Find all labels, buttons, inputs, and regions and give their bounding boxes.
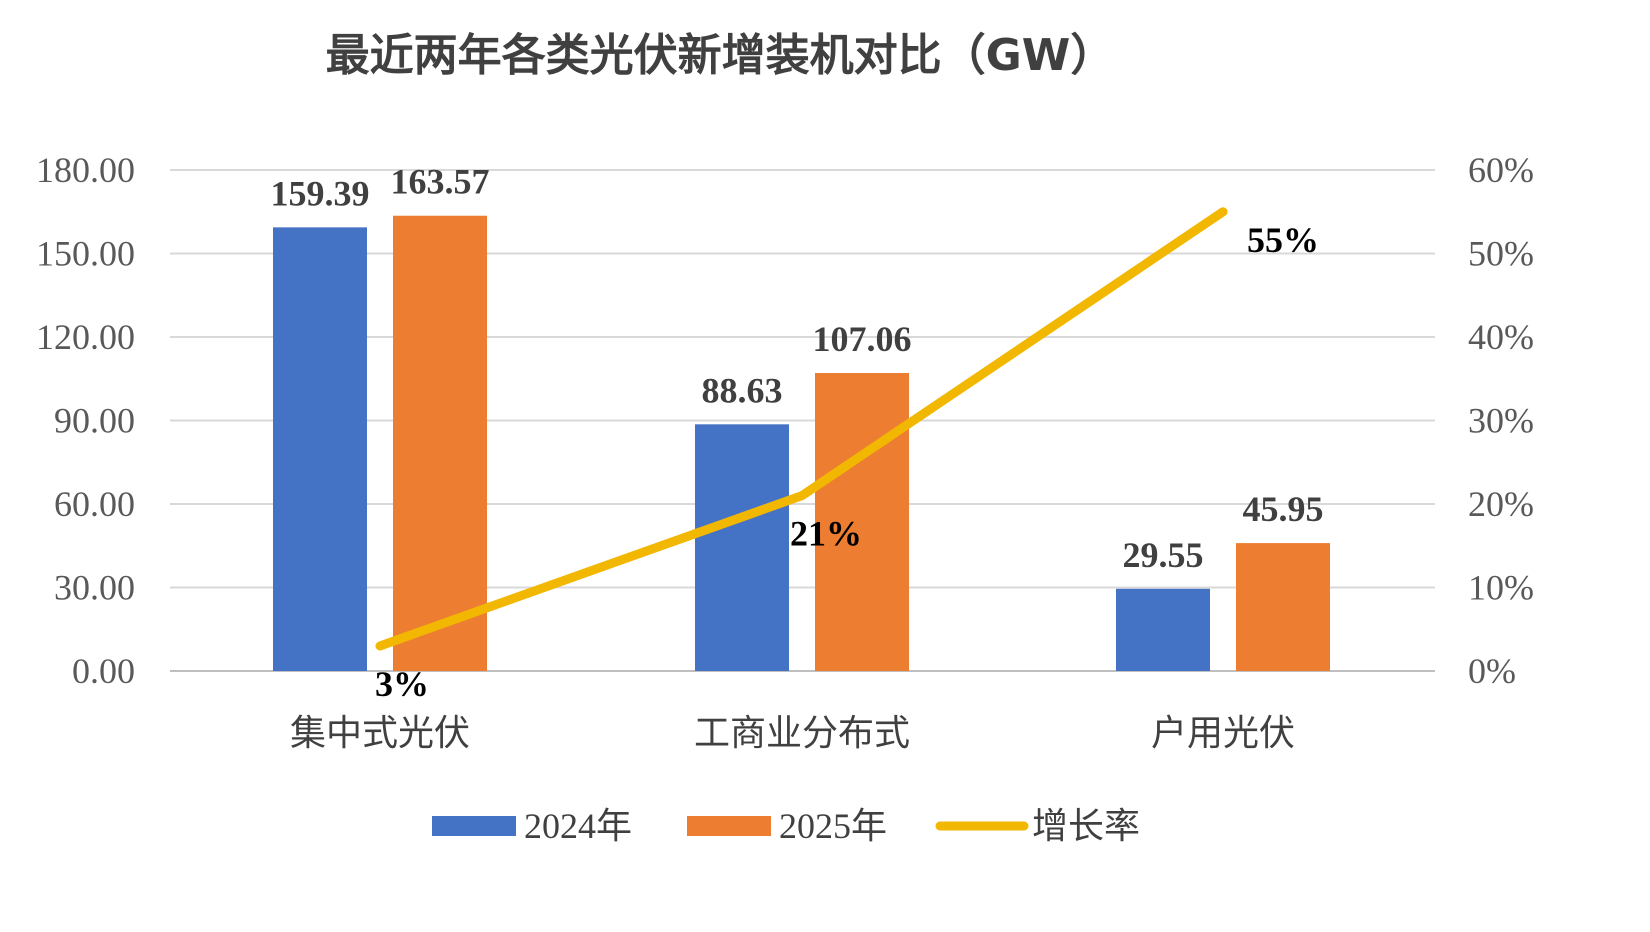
left-tick-label: 180.00	[36, 150, 135, 190]
growth-rate-series	[375, 207, 1228, 651]
right-tick-label: 10%	[1468, 568, 1534, 608]
right-tick-label: 40%	[1468, 317, 1534, 357]
legend-swatch	[432, 816, 516, 836]
legend: 2024年 2025年 增长率	[432, 806, 1140, 846]
bar-2024年	[273, 227, 367, 671]
bar-2025年	[393, 215, 487, 671]
right-tick-label: 60%	[1468, 150, 1534, 190]
bar-data-label: 163.57	[391, 162, 490, 202]
right-tick-label: 30%	[1468, 401, 1534, 441]
right-tick-label: 0%	[1468, 651, 1516, 691]
bar-data-label: 29.55	[1123, 535, 1204, 575]
chart-title: 最近两年各类光伏新增装机对比（GW）	[326, 30, 1115, 81]
category-label: 集中式光伏	[290, 713, 470, 754]
data-labels: 159.39 88.63 29.55 163.57 107.06 45.95 3% 21% 55…	[271, 162, 1324, 704]
left-tick-label: 0.00	[72, 651, 135, 691]
bar-2024年	[695, 424, 789, 671]
left-tick-label: 30.00	[54, 568, 135, 608]
bar-series	[273, 215, 1330, 671]
left-tick-label: 60.00	[54, 484, 135, 524]
growth-rate-line	[375, 207, 1228, 651]
bar-data-label: 88.63	[702, 370, 783, 410]
right-axis-ticks: 0% 10% 20% 30% 40% 50% 60%	[1468, 150, 1534, 691]
legend-swatch	[687, 816, 771, 836]
bar-data-label: 107.06	[813, 319, 912, 359]
left-axis-ticks: 0.00 30.00 60.00 90.00 120.00 150.00 180.00	[36, 150, 135, 691]
right-tick-label: 20%	[1468, 484, 1534, 524]
left-tick-label: 120.00	[36, 317, 135, 357]
category-label: 户用光伏	[1151, 713, 1295, 754]
category-label: 工商业分布式	[694, 713, 910, 754]
legend-label: 2025年	[779, 806, 887, 846]
left-tick-label: 90.00	[54, 401, 135, 441]
bar-data-label: 159.39	[271, 173, 370, 213]
growth-rate-label: 3%	[375, 664, 429, 704]
category-axis: 集中式光伏 工商业分布式 户用光伏	[290, 713, 1295, 754]
growth-rate-label: 21%	[790, 514, 862, 554]
bar-2024年	[1116, 588, 1210, 671]
right-tick-label: 50%	[1468, 234, 1534, 274]
bar-2025年	[1236, 543, 1330, 671]
bar-data-label: 45.95	[1243, 489, 1324, 529]
bar-2025年	[815, 373, 909, 671]
legend-label: 增长率	[1032, 806, 1140, 846]
gridlines	[170, 169, 1435, 672]
legend-label: 2024年	[524, 806, 632, 846]
growth-rate-label: 55%	[1247, 220, 1319, 260]
left-tick-label: 150.00	[36, 234, 135, 274]
